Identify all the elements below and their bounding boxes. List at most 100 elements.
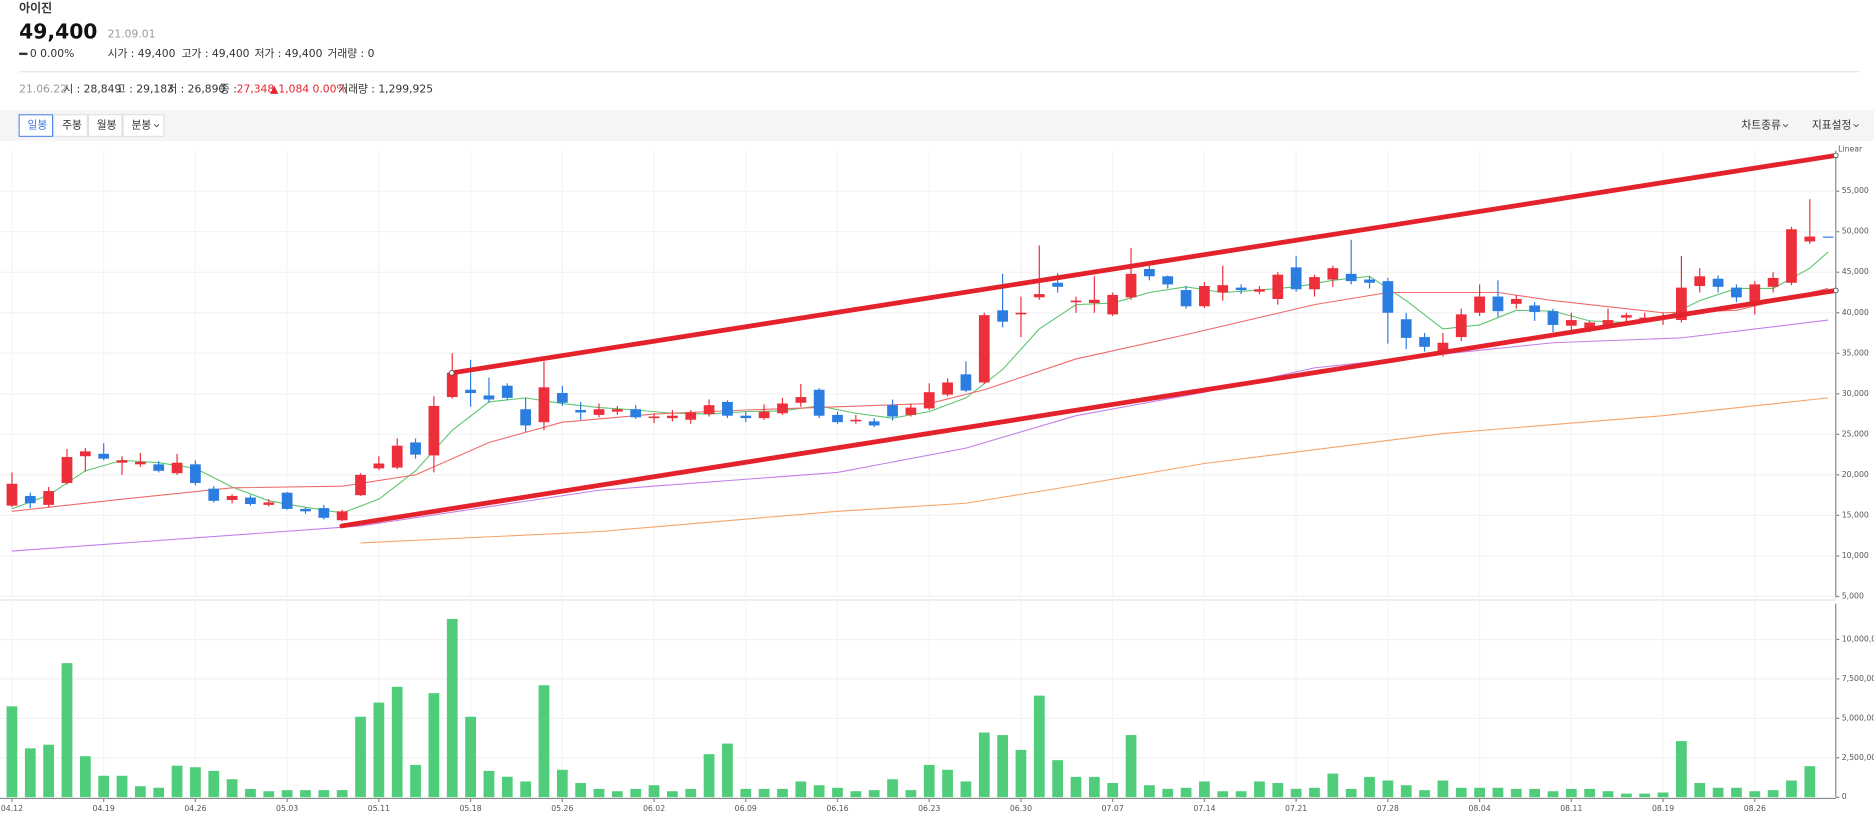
period-button[interactable] bbox=[122, 114, 165, 137]
volume-bar bbox=[24, 748, 36, 798]
scale-label: Linear bbox=[1838, 144, 1863, 153]
candle-body bbox=[1254, 289, 1265, 292]
period-label[interactable]: 일봉 bbox=[27, 119, 47, 132]
volume-bar bbox=[1565, 788, 1577, 798]
candle-body bbox=[1107, 294, 1119, 315]
volume-bar bbox=[905, 790, 917, 798]
trend-line-lower bbox=[339, 288, 1839, 529]
candle-body bbox=[978, 315, 990, 383]
quote-date: 21.09.01 bbox=[108, 28, 156, 41]
volume-bar bbox=[1217, 791, 1229, 798]
info-field: 고 : 29,183 bbox=[116, 83, 174, 96]
candle-body bbox=[630, 409, 642, 418]
volume-bar bbox=[226, 779, 238, 798]
x-tick-label: 05.03 bbox=[276, 804, 298, 813]
candle-body bbox=[1822, 236, 1834, 238]
candle-body bbox=[1088, 299, 1100, 304]
x-tick-label: 06.30 bbox=[1010, 804, 1032, 813]
plot: 5,000 10,000 15,000 20,000 25,000 30,000 35,00… bbox=[0, 150, 1874, 813]
volume-bar bbox=[1400, 785, 1412, 798]
period-label[interactable]: 월봉 bbox=[97, 119, 117, 132]
volume-bar bbox=[685, 788, 697, 798]
volume-bar bbox=[1235, 791, 1247, 798]
y-tick-label: 25,000 bbox=[1842, 429, 1869, 438]
volume-bar bbox=[355, 716, 366, 798]
volume-bar bbox=[667, 791, 678, 798]
volume-bar bbox=[336, 790, 348, 798]
volume-bar bbox=[593, 788, 605, 798]
volume-bar bbox=[703, 754, 715, 798]
candle-body bbox=[1694, 276, 1706, 287]
period-button[interactable] bbox=[53, 114, 88, 137]
period-button[interactable] bbox=[87, 114, 123, 137]
volume-bar bbox=[1419, 790, 1430, 798]
candle-body bbox=[1492, 296, 1504, 312]
volume-bar bbox=[208, 770, 220, 798]
x-tick-label: 05.18 bbox=[459, 804, 481, 813]
volume-bar bbox=[1639, 793, 1651, 798]
volume-bar bbox=[777, 788, 788, 798]
candle-body bbox=[281, 492, 293, 509]
candle-body bbox=[942, 382, 953, 395]
candle-body bbox=[722, 401, 733, 416]
volume-bar bbox=[116, 775, 128, 798]
candle-body bbox=[795, 397, 807, 403]
volume-bar bbox=[1492, 787, 1504, 798]
volume-bar bbox=[978, 732, 990, 798]
trend-handle bbox=[1832, 152, 1839, 159]
volume-bar bbox=[1584, 788, 1596, 798]
volume-bar bbox=[1767, 790, 1779, 798]
quote-field: 저가 : 49,400 bbox=[255, 47, 323, 60]
info-close-value: 27,348 bbox=[237, 83, 275, 96]
candle-body bbox=[685, 412, 697, 420]
x-tick-label: 07.21 bbox=[1285, 804, 1307, 813]
y-tick-label: 50,000 bbox=[1842, 227, 1869, 236]
candle-body bbox=[520, 409, 532, 426]
candle-body bbox=[61, 457, 73, 483]
candle-body bbox=[318, 508, 330, 518]
candle-body bbox=[1125, 273, 1137, 298]
volume-bar bbox=[1125, 735, 1137, 798]
toolbar bbox=[0, 110, 1874, 142]
candle-body bbox=[446, 372, 458, 398]
y-tick-label: 15,000 bbox=[1842, 510, 1869, 519]
y-tick-label: 55,000 bbox=[1842, 186, 1869, 195]
candle-body bbox=[1565, 320, 1577, 326]
volume-bar bbox=[813, 785, 825, 798]
volume-bar bbox=[1272, 783, 1284, 798]
menu-chart-type[interactable]: 차트종류 bbox=[1741, 119, 1781, 132]
menu-indicators[interactable]: 지표설정 bbox=[1812, 119, 1852, 132]
x-tick-label: 06.09 bbox=[735, 804, 757, 813]
volume-bar bbox=[575, 783, 587, 798]
candle-body bbox=[813, 389, 825, 416]
candle-body bbox=[1602, 320, 1614, 328]
volume-bar bbox=[6, 706, 18, 798]
candle-body bbox=[575, 410, 587, 413]
candle-body bbox=[1070, 300, 1082, 303]
volume-bar bbox=[1474, 787, 1485, 798]
volume-bar bbox=[134, 786, 146, 798]
period-label[interactable]: 주봉 bbox=[62, 119, 82, 132]
volume-bar bbox=[1529, 788, 1541, 798]
y-tick-label: 5,000 bbox=[1842, 591, 1864, 600]
quote-field: 고가 : 49,400 bbox=[182, 47, 250, 60]
candle-body bbox=[226, 495, 238, 500]
x-tick-label: 07.14 bbox=[1193, 804, 1215, 813]
candle-body bbox=[1235, 287, 1247, 291]
trend-handle bbox=[448, 370, 455, 376]
period-label[interactable]: 분봉 bbox=[131, 119, 151, 132]
info-volume: 거래량 : 1,299,925 bbox=[338, 83, 433, 96]
candle-body bbox=[1272, 274, 1284, 299]
candle-body bbox=[300, 508, 311, 512]
period-button[interactable] bbox=[18, 114, 54, 137]
volume-bar bbox=[1749, 791, 1761, 798]
volume-bar bbox=[1088, 776, 1100, 798]
info-date: 21.06.22 bbox=[19, 83, 67, 96]
volume-bar bbox=[1676, 741, 1687, 798]
candle-body bbox=[1529, 305, 1541, 312]
candle-body bbox=[1217, 285, 1229, 293]
volume-bar bbox=[1162, 788, 1174, 798]
volume-bar bbox=[1199, 781, 1210, 798]
candle-body bbox=[410, 442, 421, 455]
